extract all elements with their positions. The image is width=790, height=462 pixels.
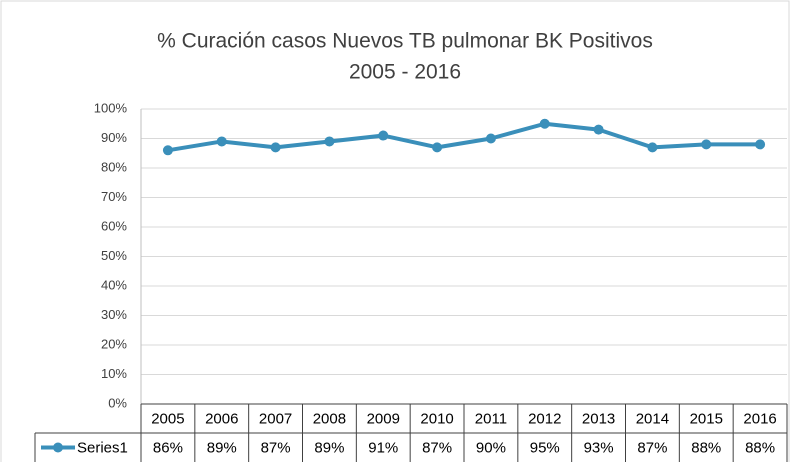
x-tick-label: 2007: [259, 410, 292, 427]
point: [701, 139, 712, 150]
x-tick-label: 2012: [528, 410, 561, 427]
point: [432, 142, 443, 153]
point: [755, 139, 766, 150]
y-tick-label: 30%: [101, 307, 127, 322]
x-tick-label: 2008: [313, 410, 346, 427]
point: [324, 136, 335, 147]
data-label: 87%: [422, 439, 452, 456]
data-label: 87%: [637, 439, 667, 456]
data-label: 87%: [261, 439, 291, 456]
data-label: 95%: [530, 439, 560, 456]
y-tick-label: 50%: [101, 248, 127, 263]
data-label: 90%: [476, 439, 506, 456]
point: [647, 142, 658, 153]
point: [593, 124, 604, 135]
data-label: 88%: [691, 439, 721, 456]
x-tick-label: 2011: [475, 410, 507, 427]
chart-title: % Curación casos Nuevos TB pulmonar BK P…: [157, 30, 653, 53]
data-label: 86%: [153, 439, 183, 456]
data-label: 88%: [745, 439, 775, 456]
y-tick-label: 20%: [101, 336, 127, 351]
data-label: 89%: [314, 439, 344, 456]
x-tick-label: 2010: [420, 410, 453, 427]
y-tick-label: 70%: [101, 189, 127, 204]
point: [539, 118, 550, 129]
x-tick-label: 2014: [636, 410, 669, 427]
x-tick-label: 2015: [690, 410, 723, 427]
line: [167, 121, 761, 153]
x-tick-label: 2016: [743, 410, 776, 427]
chart-subtitle: 2005 - 2016: [349, 61, 461, 84]
data-label: 89%: [207, 439, 237, 456]
x-tick-label: 2006: [205, 410, 238, 427]
point: [378, 130, 389, 141]
y-tick-label: 60%: [101, 218, 127, 233]
y-tick-label: 0%: [108, 395, 127, 410]
point: [270, 142, 281, 153]
y-tick-label: 40%: [101, 277, 127, 292]
x-tick-label: 2005: [151, 410, 184, 427]
legend-label: Series1: [77, 439, 128, 456]
y-tick-label: 10%: [101, 366, 127, 381]
data-label: 93%: [584, 439, 614, 456]
data-label: 91%: [368, 439, 398, 456]
y-tick-label: 90%: [101, 130, 127, 145]
x-tick-label: 2013: [582, 410, 615, 427]
point: [162, 145, 173, 156]
x-tick-label: 2009: [367, 410, 400, 427]
y-tick-label: 80%: [101, 159, 127, 174]
y-tick-label: 100%: [94, 100, 128, 115]
legend-marker: [53, 442, 63, 453]
point: [485, 133, 496, 144]
point: [216, 136, 227, 147]
